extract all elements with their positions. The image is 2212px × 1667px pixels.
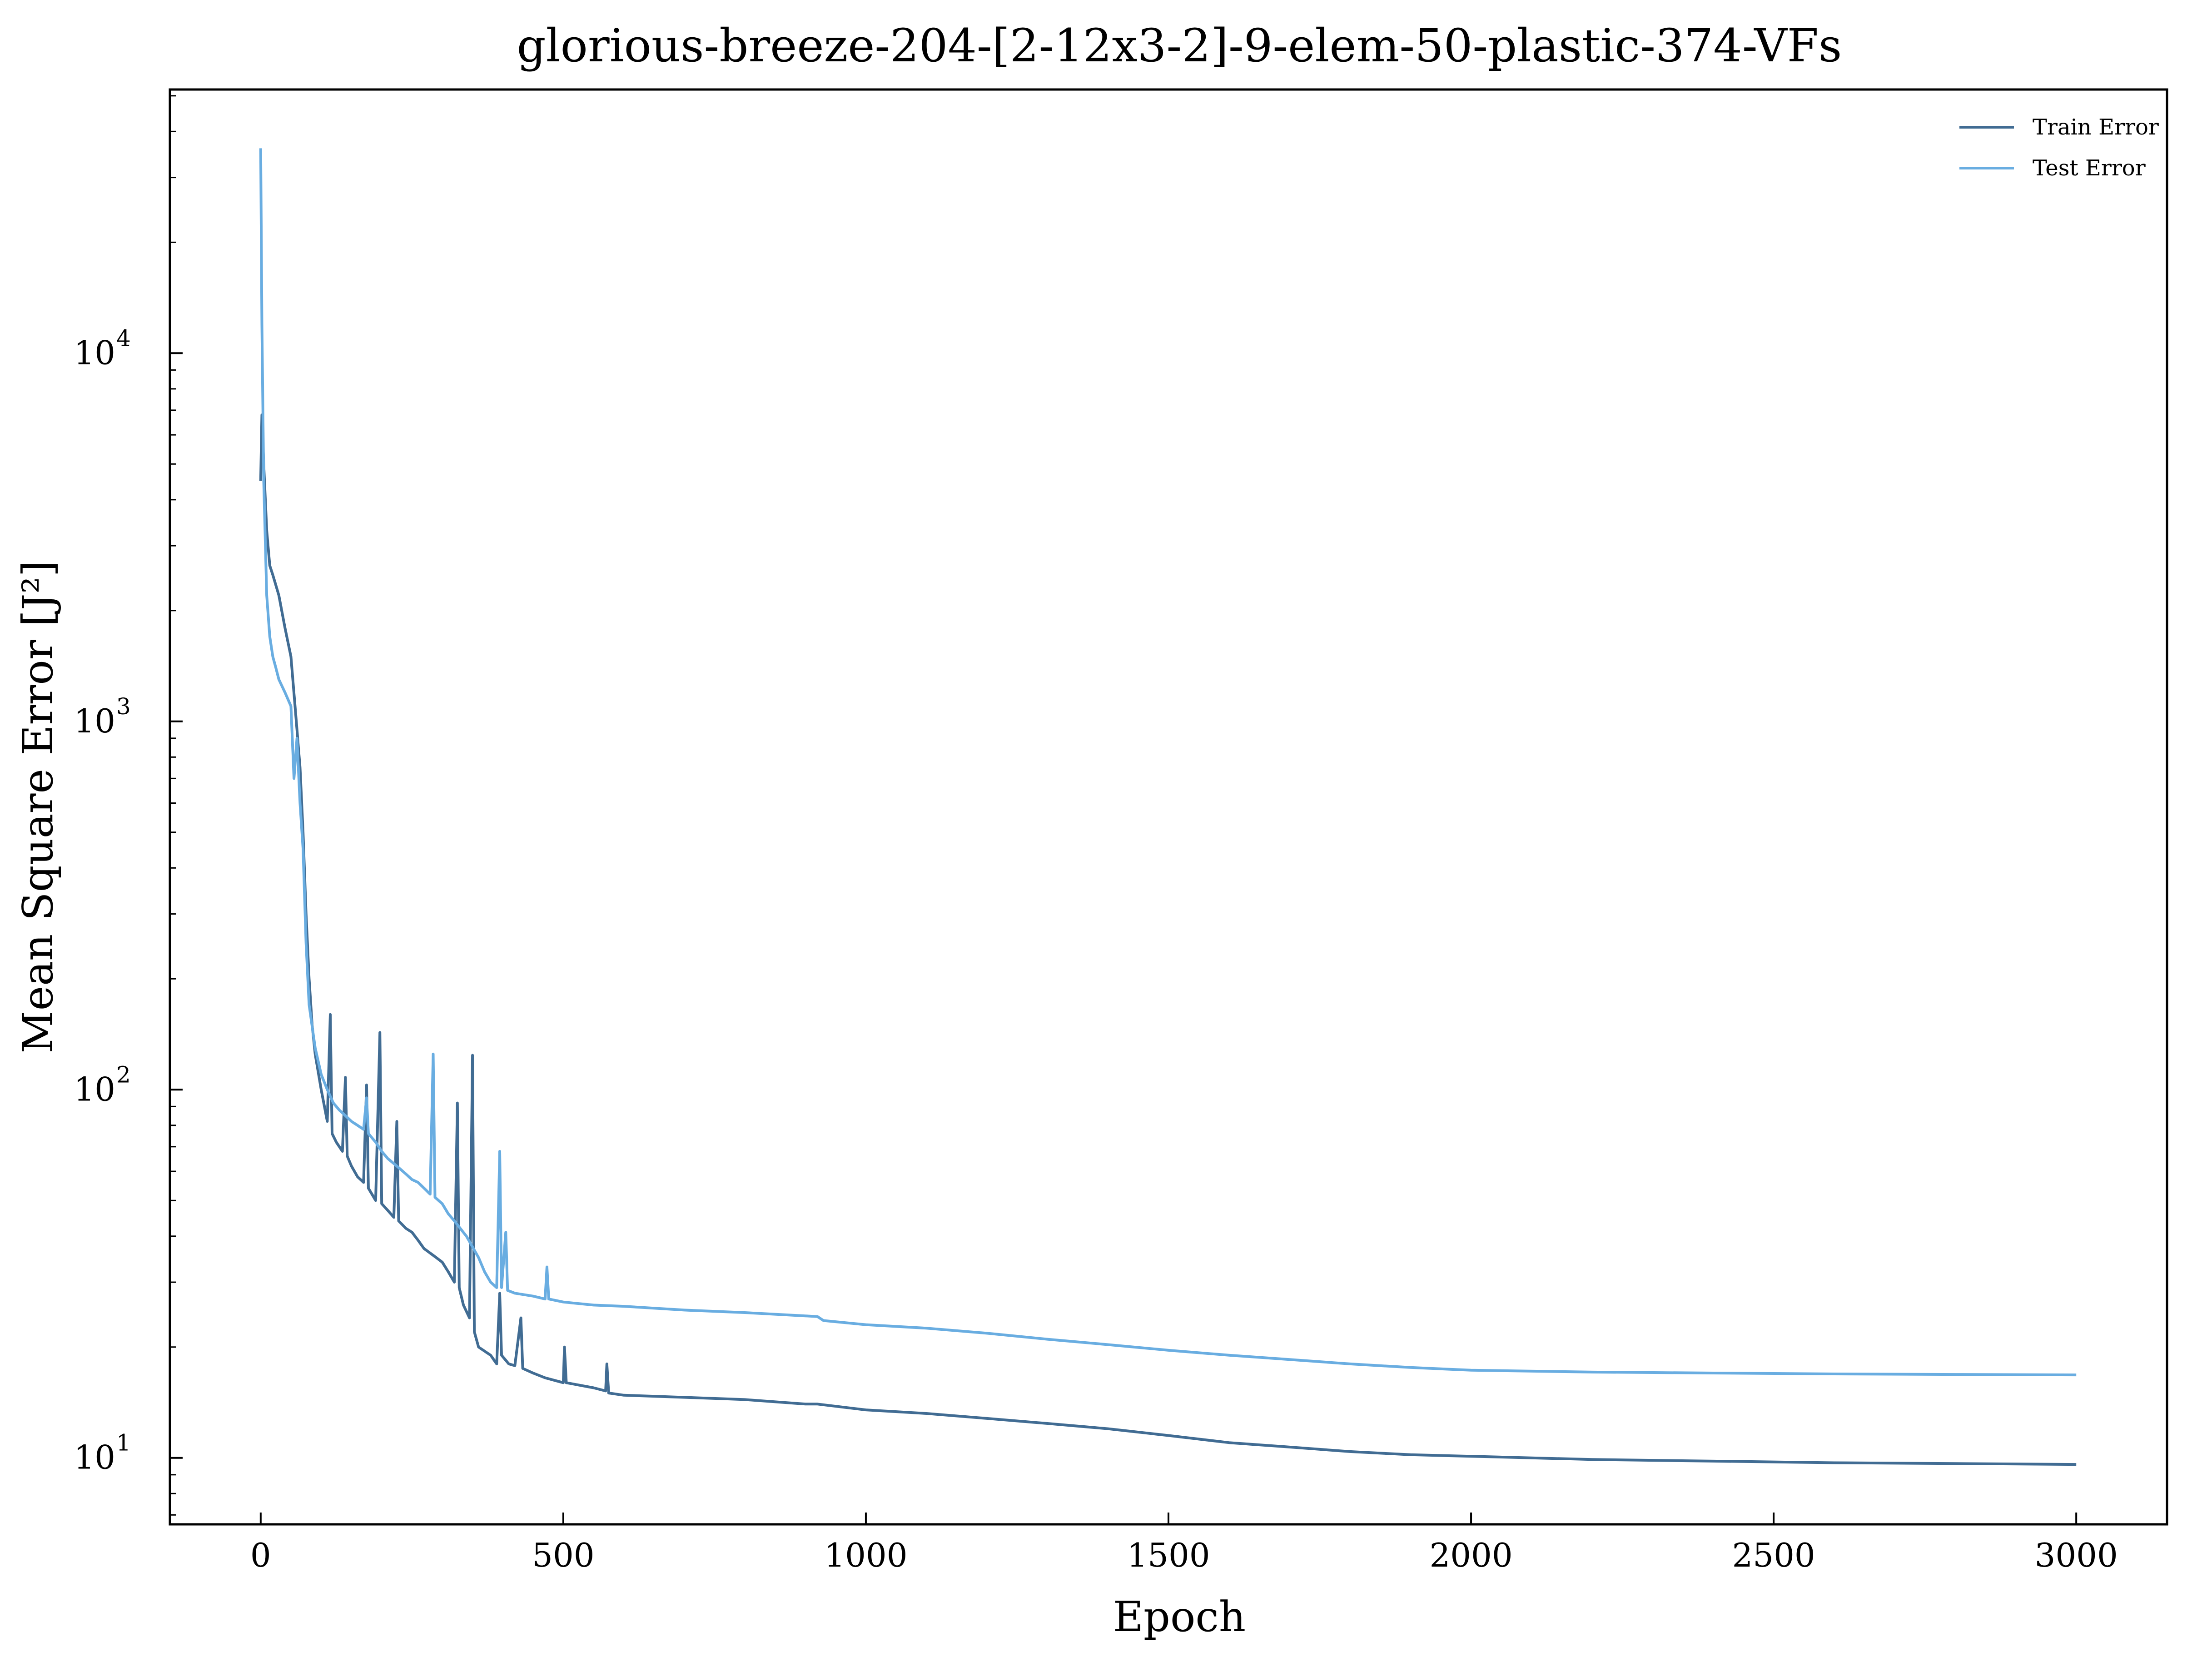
series-line-1 bbox=[259, 148, 2077, 1377]
y-tick-exponent: 4 bbox=[116, 325, 131, 351]
x-tick-label: 2000 bbox=[1429, 1536, 1512, 1574]
x-tick-label: 0 bbox=[250, 1536, 271, 1574]
y-tick-label: 10 bbox=[74, 702, 115, 740]
y-tick-exponent: 2 bbox=[116, 1061, 131, 1088]
y-tick-label: 10 bbox=[74, 333, 115, 372]
x-axis: 0 500 1000 1500 2000 2500 3000 bbox=[250, 1513, 2118, 1574]
x-tick-label: 500 bbox=[532, 1536, 594, 1574]
x-tick-label: 1500 bbox=[1127, 1536, 1210, 1574]
y-tick-label: 10 bbox=[74, 1070, 115, 1108]
legend-label-1: Test Error bbox=[2033, 155, 2146, 181]
legend: Train Error Test Error bbox=[1959, 114, 2159, 181]
x-tick-label: 3000 bbox=[2035, 1536, 2118, 1574]
y-axis-label: Mean Square Error [J²] bbox=[14, 561, 62, 1054]
x-tick-label: 2500 bbox=[1732, 1536, 1815, 1574]
x-tick-label: 1000 bbox=[824, 1536, 907, 1574]
y-tick-exponent: 1 bbox=[116, 1430, 131, 1456]
y-tick-label: 10 bbox=[74, 1438, 115, 1477]
x-axis-label: Epoch bbox=[1113, 1592, 1246, 1641]
series-layer bbox=[259, 148, 2077, 1466]
chart-title: glorious-breeze-204-[2-12x3-2]-9-elem-50… bbox=[517, 19, 1842, 72]
y-tick-exponent: 3 bbox=[116, 693, 131, 720]
legend-label-0: Train Error bbox=[2033, 114, 2159, 140]
